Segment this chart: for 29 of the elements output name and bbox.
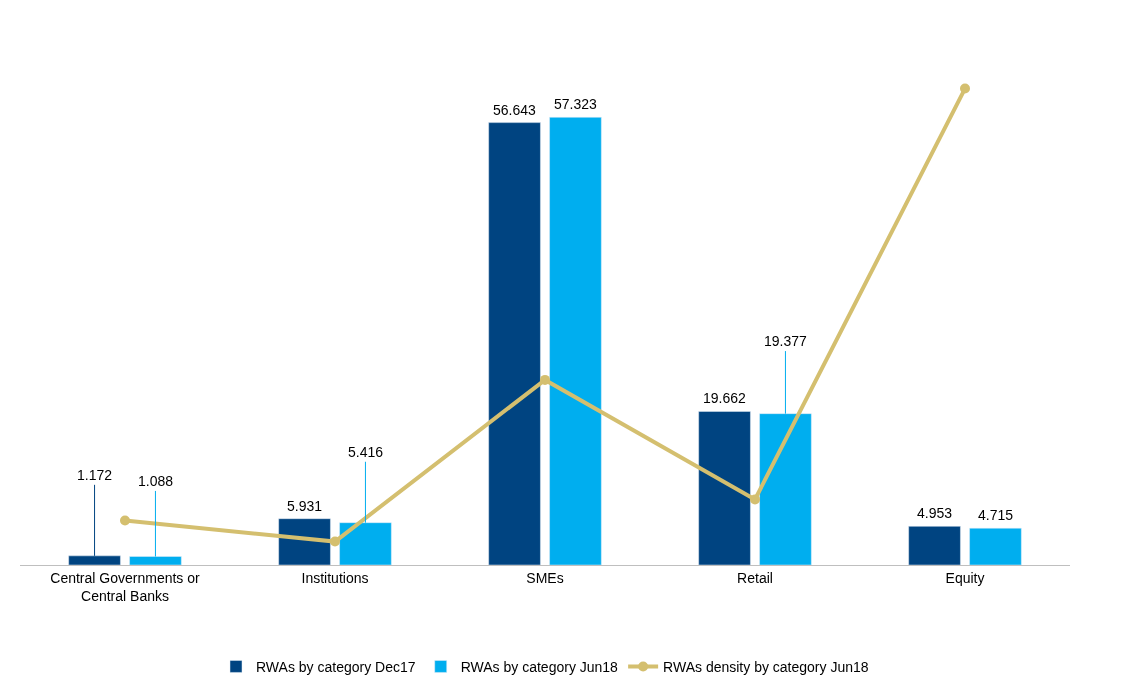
point	[750, 494, 760, 505]
data-label: 4.715	[978, 507, 1014, 523]
point	[330, 536, 340, 547]
data-label: 5.416	[348, 444, 384, 460]
point	[960, 83, 970, 94]
point	[120, 515, 130, 526]
data-label: 4.953	[917, 505, 953, 521]
x-tick-label: Institutions	[301, 569, 369, 586]
legend-label: RWAs density by category Jun18	[663, 658, 869, 675]
x-tick-label: Retail	[737, 569, 773, 586]
data-label: 19.377	[764, 333, 808, 349]
legend-label: RWAs by category Dec17	[256, 658, 416, 675]
bar	[969, 527, 1022, 565]
bar	[278, 518, 331, 565]
data-label: 56.643	[493, 102, 537, 118]
x-tick-label: Central Governments or Central Banks	[50, 569, 201, 604]
data-label: 1.172	[77, 467, 113, 483]
x-tick-label: Equity	[945, 569, 985, 586]
x-tick-label: SMEs	[526, 569, 564, 586]
bar	[698, 411, 751, 565]
bar	[549, 117, 602, 565]
legend-label: RWAs by category Jun18	[460, 658, 619, 675]
point	[540, 374, 550, 385]
data-label: 1.088	[138, 473, 174, 489]
bar	[488, 122, 541, 565]
data-label: 57.323	[554, 96, 598, 112]
bar	[908, 526, 961, 565]
data-label: 5.931	[287, 498, 323, 514]
data-label: 19.662	[703, 390, 747, 406]
